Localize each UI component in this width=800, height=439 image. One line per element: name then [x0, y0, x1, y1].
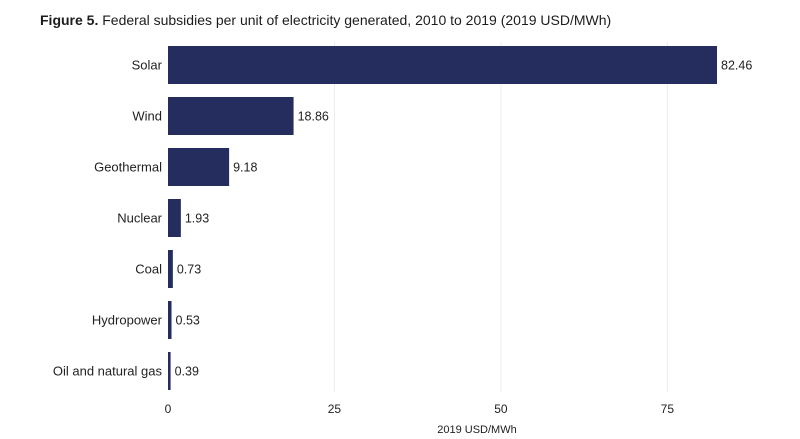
chart-title: Figure 5. Federal subsidies per unit of … [40, 12, 611, 28]
x-tick-label: 0 [165, 402, 172, 416]
value-label: 18.86 [298, 110, 329, 124]
bar [168, 97, 294, 135]
category-label: Oil and natural gas [53, 364, 163, 379]
bar [168, 250, 173, 288]
bar [168, 199, 181, 237]
bar [168, 148, 230, 186]
figure-title-text: Federal subsidies per unit of electricit… [102, 12, 612, 28]
bar [168, 352, 171, 390]
figure-number: Figure 5. [40, 12, 99, 28]
value-label: 0.39 [175, 365, 199, 379]
category-label: Geothermal [94, 160, 162, 175]
category-label: Wind [132, 109, 162, 124]
bar [168, 46, 717, 84]
category-label: Nuclear [117, 211, 162, 226]
bar [168, 301, 172, 339]
x-tick-label: 50 [494, 402, 508, 416]
x-tick-label: 25 [328, 402, 342, 416]
value-label: 82.46 [721, 59, 752, 73]
value-label: 0.73 [177, 263, 201, 277]
x-axis-label: 2019 USD/MWh [437, 424, 516, 436]
x-tick-label: 75 [661, 402, 675, 416]
value-label: 9.18 [233, 161, 257, 175]
category-label: Hydropower [92, 313, 163, 328]
value-label: 1.93 [185, 212, 209, 226]
value-label: 0.53 [176, 314, 200, 328]
category-label: Coal [135, 262, 162, 277]
category-label: Solar [132, 58, 163, 73]
